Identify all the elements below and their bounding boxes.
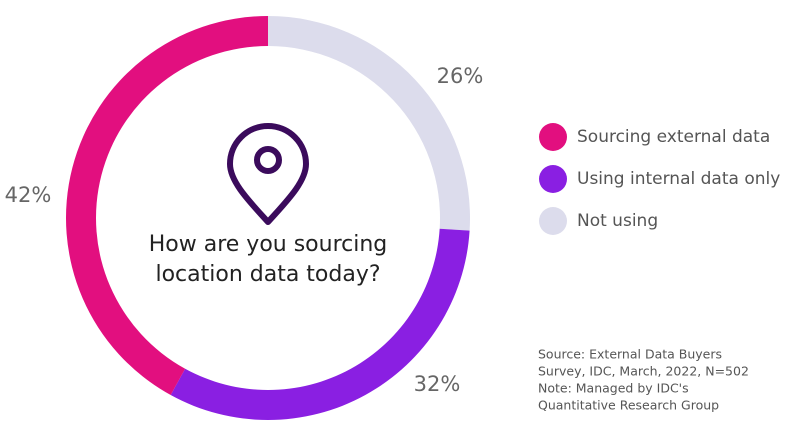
donut-segment — [268, 16, 470, 231]
donut-segment — [170, 228, 470, 420]
data-label: 32% — [414, 372, 461, 396]
source-note: Quantitative Research Group — [538, 398, 719, 413]
legend-label: Sourcing external data — [577, 127, 770, 147]
center-text: location data today? — [155, 262, 380, 287]
center-text: How are you sourcing — [149, 232, 388, 257]
legend-marker — [539, 165, 567, 193]
source-note: Note: Managed by IDC's — [538, 381, 689, 396]
data-label: 42% — [5, 183, 52, 207]
donut-segment — [65, 16, 268, 396]
source-note: Survey, IDC, March, 2022, N=502 — [538, 364, 749, 379]
pin-icon — [227, 123, 309, 225]
data-label: 26% — [437, 64, 484, 88]
source-note: Source: External Data Buyers — [538, 347, 722, 362]
legend-marker — [539, 123, 567, 151]
legend-label: Not using — [577, 211, 658, 231]
legend-marker — [539, 207, 567, 235]
legend-label: Using internal data only — [577, 169, 780, 189]
